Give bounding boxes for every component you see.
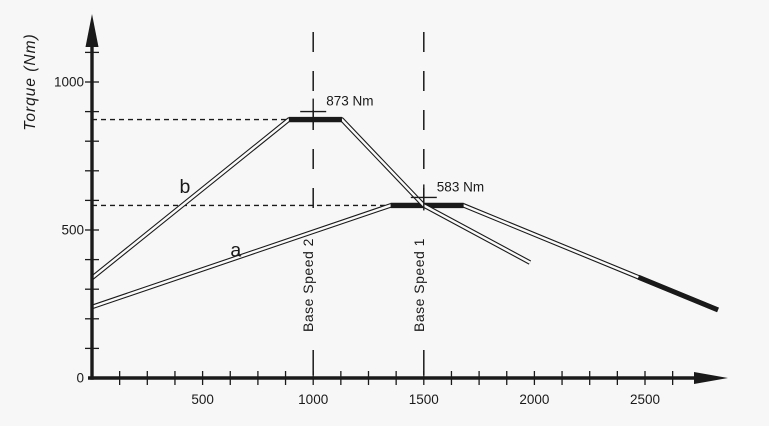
x-tick-label: 1000 [298, 392, 328, 407]
x-tick-label: 1500 [409, 392, 439, 407]
series-label: b [179, 176, 190, 198]
peak-annotation-label: 873 Nm [326, 94, 373, 109]
x-tick-label: 500 [191, 392, 214, 407]
x-tick-label: 2000 [519, 392, 549, 407]
solid-tail-segment-a [637, 274, 719, 313]
x-axis-arrow-icon [694, 372, 728, 384]
x-tick-label: 2500 [630, 392, 660, 407]
curve-a-inner [91, 204, 719, 312]
peak-annotation-label: 583 Nm [437, 179, 484, 194]
y-axis-title: Torque (Nm) [22, 33, 39, 131]
curve-a [91, 203, 719, 313]
series-label: a [230, 240, 241, 262]
base-speed-label: Base Speed 2 [300, 238, 316, 332]
y-tick-label: 1000 [54, 75, 84, 90]
y-tick-label: 500 [61, 223, 84, 238]
y-axis-arrow-icon [85, 14, 99, 47]
y-tick-label: 0 [76, 371, 84, 386]
base-speed-label: Base Speed 1 [411, 238, 427, 332]
